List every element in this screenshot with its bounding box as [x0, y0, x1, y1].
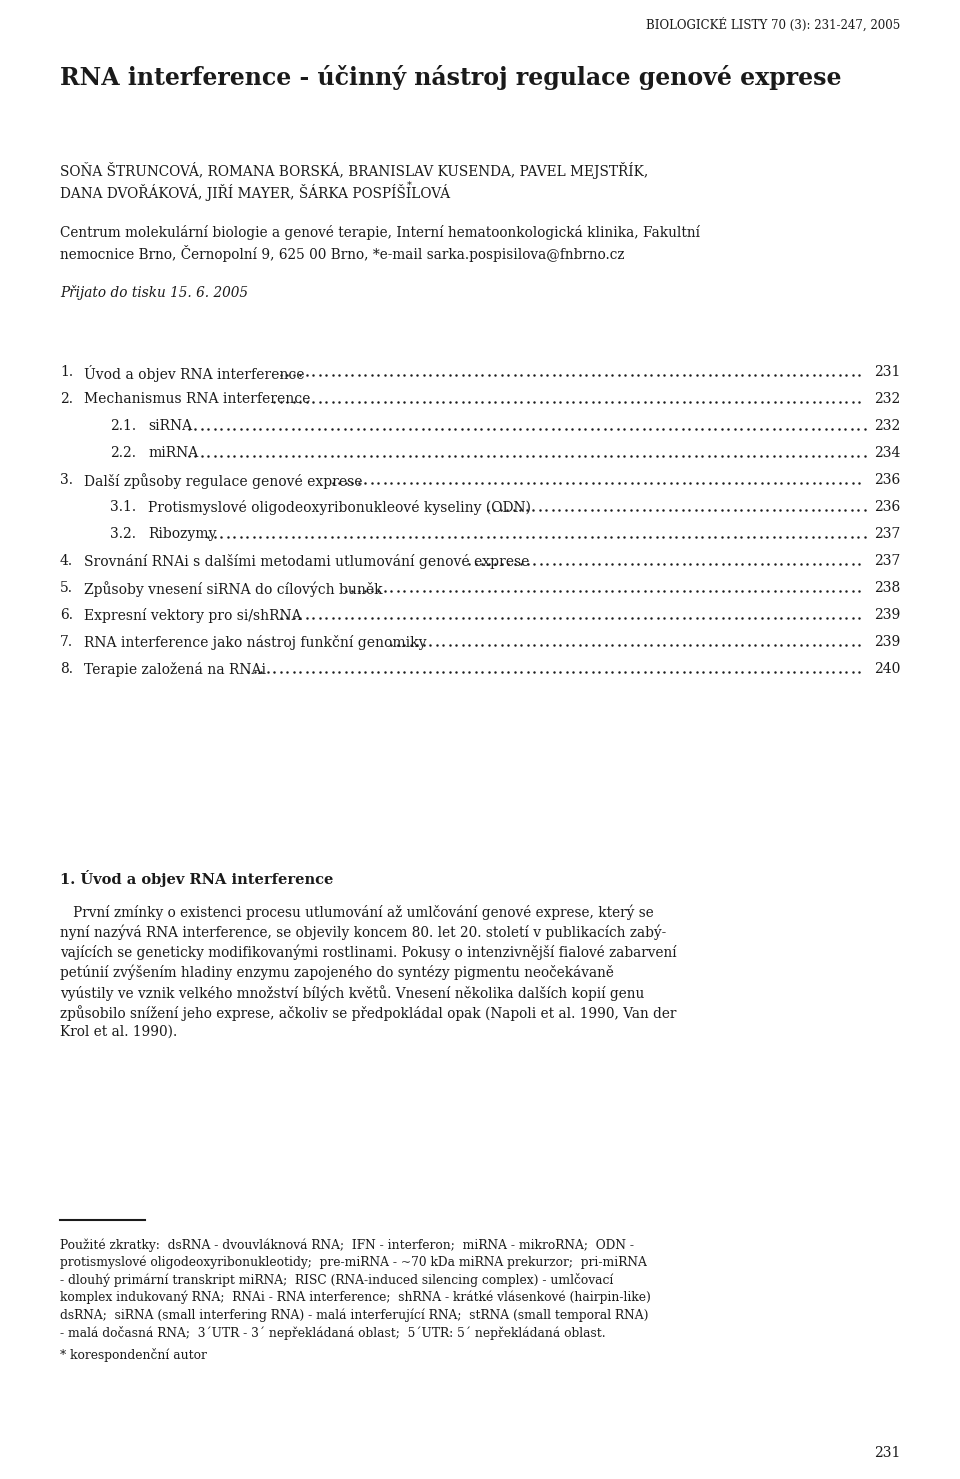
Text: Centrum molekulární biologie a genové terapie, Interní hematoonkologická klinika: Centrum molekulární biologie a genové te…	[60, 225, 700, 240]
Text: petúnií zvýšením hladiny enzymu zapojeného do syntézy pigmentu neočekávaně: petúnií zvýšením hladiny enzymu zapojené…	[60, 964, 613, 981]
Text: 232: 232	[874, 392, 900, 407]
Text: Mechanismus RNA interference: Mechanismus RNA interference	[84, 392, 310, 407]
Text: 1.: 1.	[60, 365, 73, 379]
Text: 240: 240	[874, 663, 900, 676]
Text: DANA DVOŘÁKOVÁ, JIŘÍ MAYER, ŠÁRKA POSPÍŠILOVÁ: DANA DVOŘÁKOVÁ, JIŘÍ MAYER, ŠÁRKA POSPÍŠ…	[60, 183, 450, 201]
Text: 3.: 3.	[60, 473, 73, 487]
Text: 5.: 5.	[60, 581, 73, 595]
Text: 2.1.: 2.1.	[110, 419, 136, 433]
Text: Krol et al. 1990).: Krol et al. 1990).	[60, 1025, 178, 1040]
Text: 237: 237	[874, 527, 900, 541]
Text: 239: 239	[874, 634, 900, 649]
Text: Způsoby vnesení siRNA do cílových buněk: Způsoby vnesení siRNA do cílových buněk	[84, 581, 383, 598]
Text: 231: 231	[874, 365, 900, 379]
Text: komplex indukovaný RNA;  RNAi - RNA interference;  shRNA - krátké vlásenkové (ha: komplex indukovaný RNA; RNAi - RNA inter…	[60, 1291, 651, 1304]
Text: 3.1.: 3.1.	[110, 500, 136, 515]
Text: Expresní vektory pro si/shRNA: Expresní vektory pro si/shRNA	[84, 608, 301, 623]
Text: *: *	[407, 180, 412, 189]
Text: 238: 238	[874, 581, 900, 595]
Text: 4.: 4.	[60, 555, 73, 568]
Text: - dlouhý primární transkript miRNA;  RISC (RNA-induced silencing complex) - umlč: - dlouhý primární transkript miRNA; RISC…	[60, 1273, 613, 1287]
Text: siRNA: siRNA	[148, 419, 192, 433]
Text: 231: 231	[874, 1446, 900, 1460]
Text: 3.2.: 3.2.	[110, 527, 136, 541]
Text: 2.2.: 2.2.	[110, 447, 136, 460]
Text: 232: 232	[874, 419, 900, 433]
Text: Srovnání RNAi s dalšími metodami utlumování genové exprese: Srovnání RNAi s dalšími metodami utlumov…	[84, 555, 529, 569]
Text: 6.: 6.	[60, 608, 73, 623]
Text: miRNA: miRNA	[148, 447, 199, 460]
Text: vajících se geneticky modifikovanými rostlinami. Pokusy o intenzivnější fialové : vajících se geneticky modifikovanými ros…	[60, 945, 677, 960]
Text: RNA interference jako nástroj funkční genomiky: RNA interference jako nástroj funkční ge…	[84, 634, 426, 649]
Text: 236: 236	[874, 473, 900, 487]
Text: Terapie založená na RNAi: Terapie založená na RNAi	[84, 663, 266, 677]
Text: SOŇA ŠTRUNCOVÁ, ROMANA BORSKÁ, BRANISLAV KUSENDA, PAVEL MEJSTŘÍK,: SOŇA ŠTRUNCOVÁ, ROMANA BORSKÁ, BRANISLAV…	[60, 163, 648, 179]
Text: * korespondenční autor: * korespondenční autor	[60, 1347, 206, 1362]
Text: 7.: 7.	[60, 634, 73, 649]
Text: - malá dočasná RNA;  3´UTR - 3´ nepřekládaná oblast;  5´UTR: 5´ nepřekládaná obl: - malá dočasná RNA; 3´UTR - 3´ nepřeklád…	[60, 1325, 606, 1340]
Text: 1. Úvod a objev RNA interference: 1. Úvod a objev RNA interference	[60, 870, 333, 887]
Text: 237: 237	[874, 555, 900, 568]
Text: BIOLOGICKÉ LISTY 70 (3): 231-247, 2005: BIOLOGICKÉ LISTY 70 (3): 231-247, 2005	[646, 18, 900, 33]
Text: 2.: 2.	[60, 392, 73, 407]
Text: způsobilo snížení jeho exprese, ačkoliv se předpokládal opak (Napoli et al. 1990: způsobilo snížení jeho exprese, ačkoliv …	[60, 1006, 677, 1021]
Text: Protismyslové oligodeoxyribonukleové kyseliny (ODN): Protismyslové oligodeoxyribonukleové kys…	[148, 500, 531, 515]
Text: RNA interference - účinný nástroj regulace genové exprese: RNA interference - účinný nástroj regula…	[60, 65, 842, 90]
Text: protismyslové oligodeoxyribonukleotidy;  pre-miRNA - ~70 kDa miRNA prekurzor;  p: protismyslové oligodeoxyribonukleotidy; …	[60, 1256, 647, 1269]
Text: 234: 234	[874, 447, 900, 460]
Text: nemocnice Brno, Černopolní 9, 625 00 Brno, *e-mail sarka.pospisilova@fnbrno.cz: nemocnice Brno, Černopolní 9, 625 00 Brn…	[60, 246, 625, 262]
Text: 236: 236	[874, 500, 900, 515]
Text: dsRNA;  siRNA (small interfering RNA) - malá interferující RNA;  stRNA (small te: dsRNA; siRNA (small interfering RNA) - m…	[60, 1307, 649, 1322]
Text: Úvod a objev RNA interference: Úvod a objev RNA interference	[84, 365, 304, 382]
Text: Přijato do tisku 15. 6. 2005: Přijato do tisku 15. 6. 2005	[60, 285, 248, 300]
Text: 8.: 8.	[60, 663, 73, 676]
Text: vyústily ve vznik velkého množství bílých květů. Vnesení několika dalších kopií : vyústily ve vznik velkého množství bílýc…	[60, 985, 644, 1001]
Text: 239: 239	[874, 608, 900, 623]
Text: První zmínky o existenci procesu utlumování až umlčování genové exprese, který s: První zmínky o existenci procesu utlumov…	[60, 905, 654, 920]
Text: Další způsoby regulace genové exprese: Další způsoby regulace genové exprese	[84, 473, 363, 490]
Text: Ribozymy: Ribozymy	[148, 527, 216, 541]
Text: nyní nazývá RNA interference, se objevily koncem 80. let 20. století v publikací: nyní nazývá RNA interference, se objevil…	[60, 924, 666, 941]
Text: Použité zkratky:  dsRNA - dvouvláknová RNA;  IFN - interferon;  miRNA - mikroRNA: Použité zkratky: dsRNA - dvouvláknová RN…	[60, 1238, 634, 1251]
